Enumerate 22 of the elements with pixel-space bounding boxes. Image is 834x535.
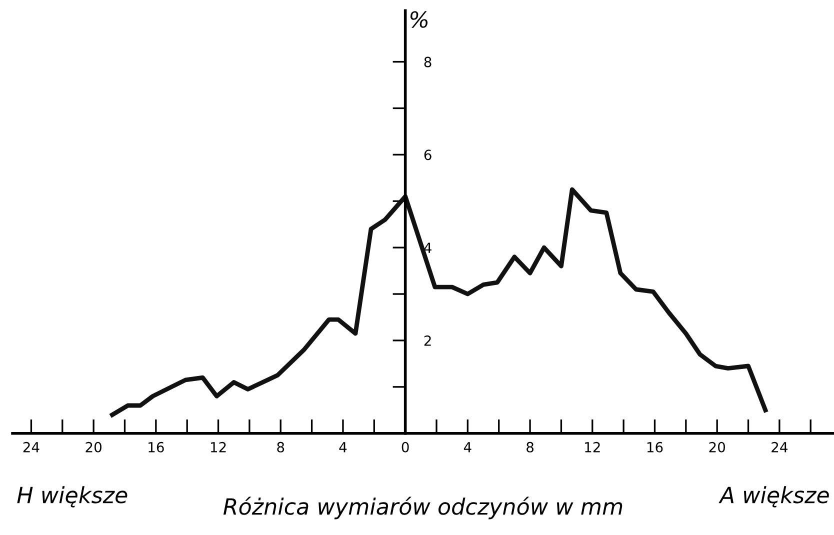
text: A większe bbox=[718, 486, 829, 508]
x-tick-label: 24 bbox=[23, 442, 40, 452]
x-tick-label: 24 bbox=[772, 442, 788, 452]
x-tick-label: 12 bbox=[585, 442, 600, 452]
y-tick-label: 2 bbox=[424, 335, 431, 346]
x-tick-label: 16 bbox=[647, 442, 663, 452]
x-tick-label: 8 bbox=[526, 442, 534, 452]
x-tick-label: 4 bbox=[339, 442, 347, 452]
x-tick-label: 0 bbox=[402, 442, 409, 452]
text: H większe bbox=[17, 486, 128, 508]
y-tick-label: 6 bbox=[424, 150, 432, 160]
x-tick-label: 20 bbox=[86, 442, 102, 452]
x-tick-label: 20 bbox=[709, 442, 726, 452]
x-axis-title: Różnica wymiarów odczynów w mm bbox=[223, 496, 622, 520]
x-tick-label: 8 bbox=[277, 442, 284, 452]
x-tick-label: 12 bbox=[210, 442, 226, 452]
x-tick-label: 4 bbox=[464, 442, 472, 452]
y-tick-label: 8 bbox=[424, 56, 432, 68]
line-series bbox=[110, 187, 768, 417]
x-tick-label: 16 bbox=[148, 442, 164, 452]
y-axis-title: % bbox=[410, 11, 428, 28]
y-tick-label: 4 bbox=[424, 242, 432, 253]
